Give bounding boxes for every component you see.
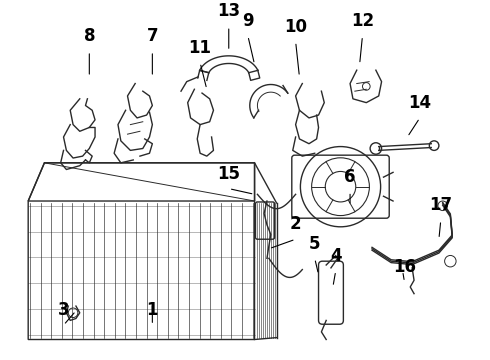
Text: 5: 5 bbox=[309, 235, 320, 253]
Text: 12: 12 bbox=[351, 12, 374, 30]
Text: 17: 17 bbox=[429, 197, 452, 215]
Text: 2: 2 bbox=[290, 216, 301, 234]
Text: 3: 3 bbox=[58, 301, 70, 319]
Text: 1: 1 bbox=[147, 301, 158, 319]
Text: 9: 9 bbox=[242, 12, 254, 30]
Text: 13: 13 bbox=[217, 3, 240, 21]
Text: 10: 10 bbox=[284, 18, 307, 36]
Text: 7: 7 bbox=[147, 27, 158, 45]
Text: 16: 16 bbox=[393, 258, 416, 276]
Text: 14: 14 bbox=[408, 94, 431, 112]
Text: 4: 4 bbox=[330, 247, 342, 265]
Text: 6: 6 bbox=[344, 168, 356, 186]
Text: 11: 11 bbox=[189, 39, 212, 57]
Text: 8: 8 bbox=[84, 27, 95, 45]
Text: 15: 15 bbox=[217, 165, 240, 183]
